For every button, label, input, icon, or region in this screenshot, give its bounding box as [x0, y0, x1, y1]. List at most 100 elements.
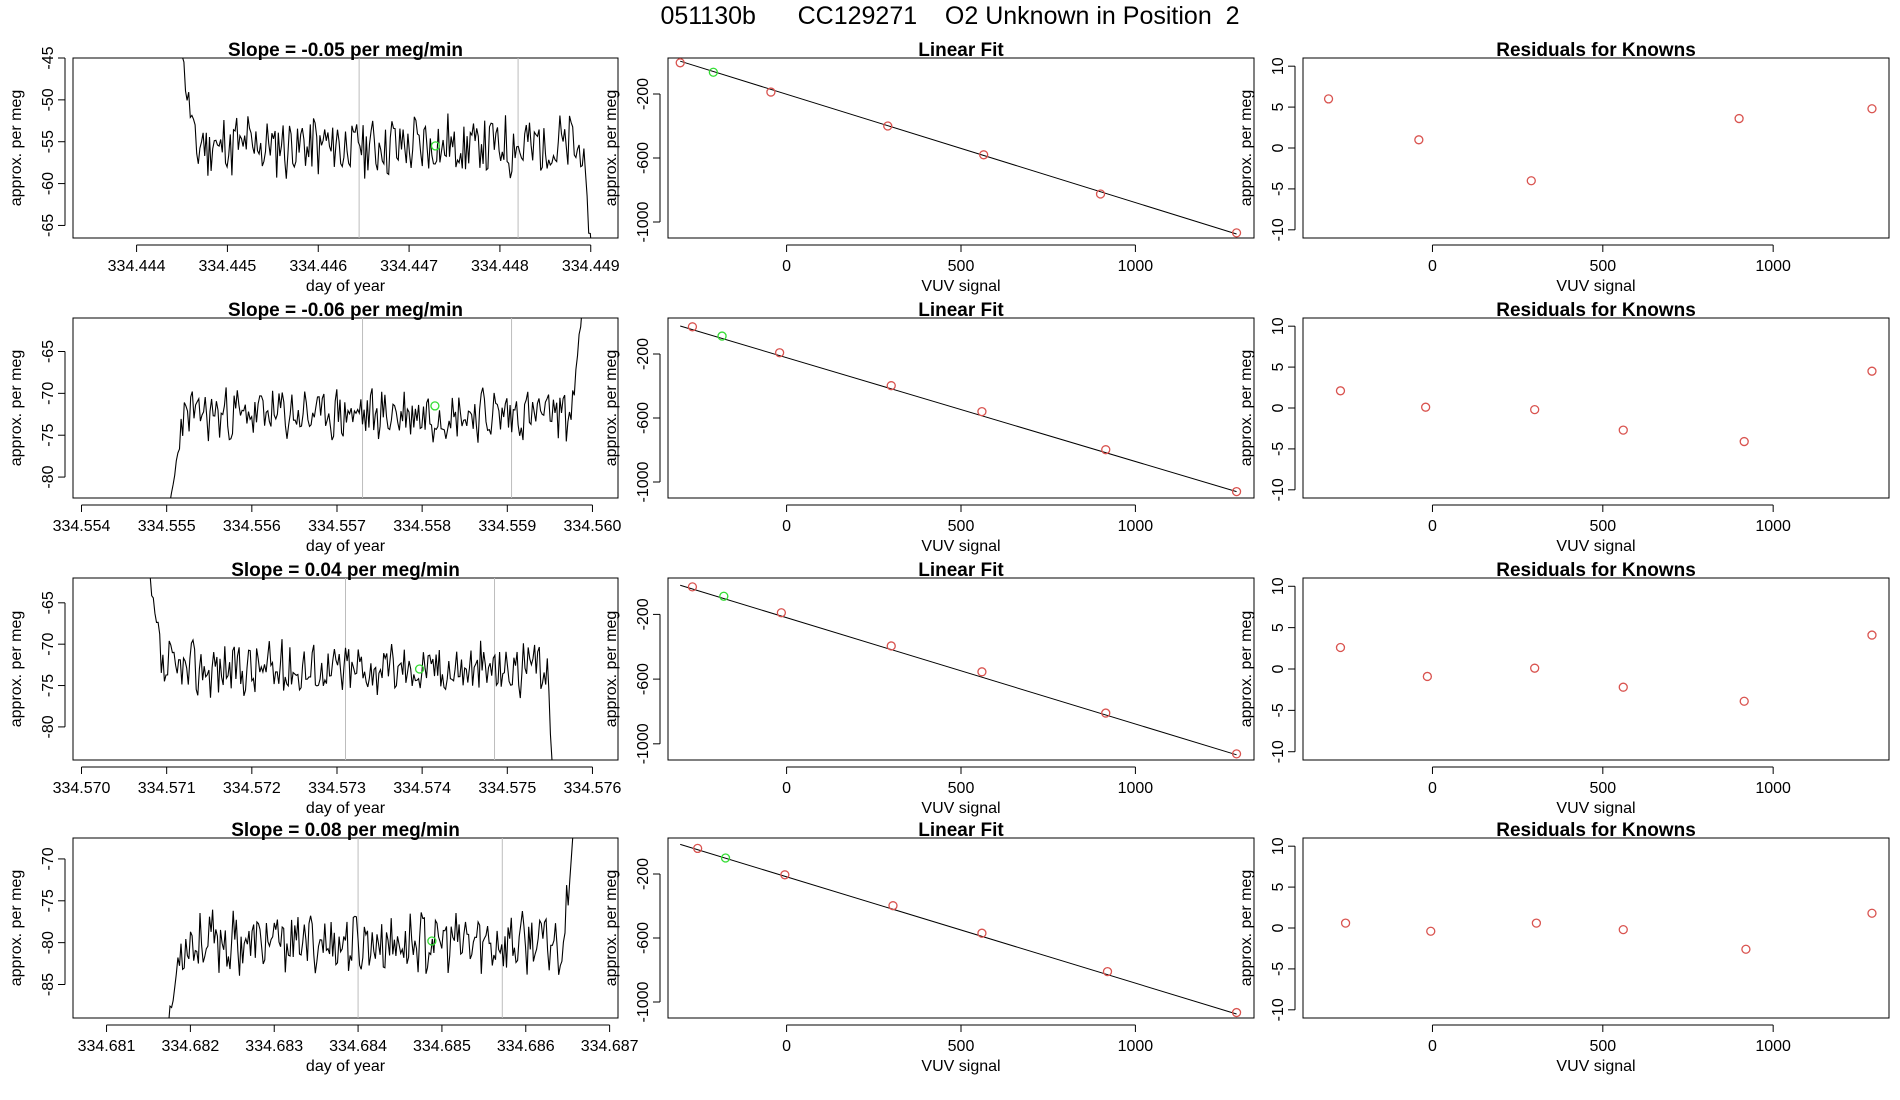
- x-tick-label: 334.682: [161, 1038, 219, 1055]
- y-tick-label: -55: [40, 130, 57, 153]
- x-axis-label: VUV signal: [1556, 278, 1635, 295]
- plot-frame: [667, 317, 1255, 499]
- known-point: [687, 582, 698, 592]
- y-axis-label: approx. per meg: [603, 611, 620, 728]
- residual-point: [1734, 113, 1744, 124]
- y-tick-label: 5: [1270, 363, 1287, 372]
- x-axis-label: day of year: [306, 800, 386, 817]
- unknown-point: [430, 401, 440, 411]
- x-axis-label: day of year: [306, 278, 386, 295]
- y-tick-label: 10: [1270, 57, 1287, 75]
- y-axis-label: approx. per meg: [1238, 611, 1255, 728]
- y-axis-label: approx. per meg: [603, 870, 620, 987]
- x-axis-label: day of year: [306, 1058, 386, 1075]
- panel-title: Slope = -0.06 per meg/min: [228, 300, 463, 321]
- plot-area: [1323, 94, 1877, 186]
- x-tick-label: 334.560: [564, 518, 622, 535]
- y-tick-label: -5: [1270, 182, 1287, 196]
- residual-point: [1422, 671, 1433, 682]
- x-tick-label: 334.574: [393, 780, 451, 797]
- panel-title: Residuals for Knowns: [1496, 820, 1696, 841]
- y-tick-label: -5: [1270, 962, 1287, 976]
- plot-frame: [1302, 577, 1890, 761]
- residual-point: [1421, 402, 1431, 412]
- y-axis-label: approx. per meg: [8, 870, 25, 987]
- fit-panel-2: Linear Fit 0 500 1000 -200 -600 -1000 VUV signa…: [603, 300, 1255, 555]
- x-tick-label: 500: [948, 258, 975, 275]
- known-point: [675, 58, 685, 68]
- y-tick-label: -75: [40, 424, 57, 447]
- x-tick-label: 1000: [1118, 258, 1154, 275]
- panel-title: Linear Fit: [918, 300, 1004, 321]
- plot-frame: [72, 57, 619, 239]
- x-tick-label: 334.683: [245, 1038, 303, 1055]
- signal-panel-4: Slope = 0.08 per meg/min 334.681 334.682 33…: [8, 820, 639, 1075]
- x-axis-label: VUV signal: [921, 278, 1000, 295]
- panel-title: Residuals for Knowns: [1496, 40, 1696, 61]
- panel-title: Linear Fit: [918, 40, 1004, 61]
- x-tick-label: 500: [1589, 780, 1616, 797]
- residual-point: [1739, 436, 1749, 447]
- residual-point: [1867, 104, 1877, 114]
- known-point: [1101, 708, 1111, 718]
- plot-area: [1335, 630, 1877, 706]
- x-axis-label: day of year: [306, 538, 386, 555]
- signal-trace: [170, 318, 582, 498]
- y-tick-label: -75: [40, 674, 57, 697]
- y-tick-label: -10: [1270, 218, 1287, 241]
- x-tick-label: 0: [782, 1038, 791, 1055]
- y-tick-label: -1000: [635, 201, 652, 242]
- y-tick-label: -200: [635, 598, 652, 630]
- y-tick-label: -70: [40, 847, 57, 870]
- panel-title: Linear Fit: [918, 560, 1004, 581]
- panel-title: Linear Fit: [918, 820, 1004, 841]
- known-point: [886, 641, 896, 651]
- plot-frame: [1302, 837, 1890, 1019]
- plot-frame: [667, 577, 1255, 761]
- y-tick-label: 0: [1270, 923, 1287, 932]
- y-tick-label: -80: [40, 465, 57, 488]
- x-tick-label: 500: [948, 780, 975, 797]
- residuals-panel-2: Residuals for Knowns 0 500 1000 10 5 0 -5 -10 VUV…: [1238, 300, 1890, 555]
- known-point: [692, 843, 703, 854]
- y-tick-label: 0: [1270, 403, 1287, 412]
- known-point: [774, 348, 785, 358]
- residual-point: [1618, 682, 1628, 692]
- x-tick-label: 334.575: [478, 780, 536, 797]
- residual-point: [1618, 425, 1628, 435]
- y-axis-label: approx. per meg: [1238, 90, 1255, 207]
- y-tick-label: -65: [40, 591, 57, 614]
- y-tick-label: -10: [1270, 998, 1287, 1021]
- panel-title: Residuals for Knowns: [1496, 560, 1696, 581]
- x-axis-label: VUV signal: [1556, 538, 1635, 555]
- y-tick-label: -65: [40, 340, 57, 363]
- x-tick-label: 0: [1428, 258, 1437, 275]
- y-tick-label: -45: [40, 46, 57, 69]
- y-tick-label: 0: [1270, 143, 1287, 152]
- x-tick-label: 500: [1589, 1038, 1616, 1055]
- x-tick-label: 334.445: [198, 258, 256, 275]
- known-point: [1095, 189, 1106, 199]
- y-axis-label: approx. per meg: [8, 90, 25, 207]
- plot-area: [168, 838, 574, 1018]
- plot-area: [1335, 366, 1877, 447]
- plot-frame: [667, 57, 1255, 239]
- x-tick-label: 500: [948, 518, 975, 535]
- plot-frame: [667, 837, 1255, 1019]
- x-tick-label: 0: [1428, 780, 1437, 797]
- known-point: [977, 928, 987, 938]
- known-point: [888, 901, 898, 911]
- fit-panel-4: Linear Fit 0 500 1000 -200 -600 -1000 VUV signa…: [603, 820, 1255, 1075]
- fit-line: [680, 843, 1237, 1015]
- residual-point: [1335, 386, 1346, 396]
- residual-point: [1323, 94, 1334, 104]
- residuals-panel-3: Residuals for Knowns 0 500 1000 10 5 0 -5 -10 VUV…: [1238, 560, 1890, 817]
- x-tick-label: 0: [782, 780, 791, 797]
- plot-area: [170, 318, 582, 498]
- x-axis-label: VUV signal: [1556, 1058, 1635, 1075]
- x-tick-label: 334.685: [413, 1038, 471, 1055]
- y-tick-label: -70: [40, 633, 57, 656]
- known-point: [1231, 486, 1242, 497]
- fit-panel-1: Linear Fit 0 500 1000 -200 -600 -1000 VUV signa…: [603, 40, 1255, 295]
- x-tick-label: 334.556: [223, 518, 281, 535]
